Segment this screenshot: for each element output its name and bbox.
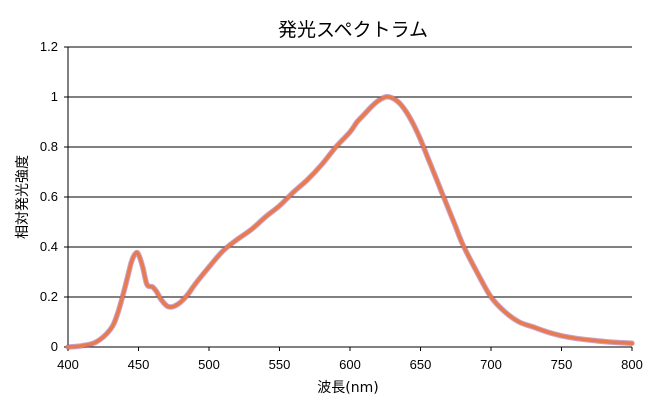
- chart-title: 発光スペクトラム: [278, 19, 428, 41]
- axes: [64, 46, 633, 351]
- y-tick-label: 0.6: [40, 189, 58, 204]
- grid-lines: [68, 46, 632, 298]
- x-tick-label: 700: [480, 357, 502, 372]
- x-axis-label: 波長(nm): [317, 380, 378, 396]
- y-tick-label: 0.2: [40, 289, 58, 304]
- x-tick-labels: 400 450 500 550 600 650 700 750 800: [57, 357, 643, 372]
- y-axis-label: 相対発光強度: [15, 155, 31, 239]
- y-tick-label: 0.8: [40, 139, 58, 154]
- y-tick-label: 0.4: [40, 239, 58, 254]
- x-tick-label: 650: [410, 357, 432, 372]
- x-tick-label: 400: [57, 357, 79, 372]
- y-tick-label: 0: [51, 339, 58, 354]
- x-tick-label: 750: [551, 357, 573, 372]
- y-tick-labels: 0 0.2 0.4 0.6 0.8 1 1.2: [40, 39, 58, 354]
- series-lines: [65, 93, 635, 350]
- x-tick-label: 550: [269, 357, 291, 372]
- x-tick-label: 500: [198, 357, 220, 372]
- x-tick-label: 450: [128, 357, 150, 372]
- x-tick-label: 600: [339, 357, 361, 372]
- y-tick-label: 1.2: [40, 39, 58, 54]
- y-tick-label: 1: [51, 89, 58, 104]
- x-tick-label: 800: [621, 357, 643, 372]
- series-line: [66, 94, 634, 349]
